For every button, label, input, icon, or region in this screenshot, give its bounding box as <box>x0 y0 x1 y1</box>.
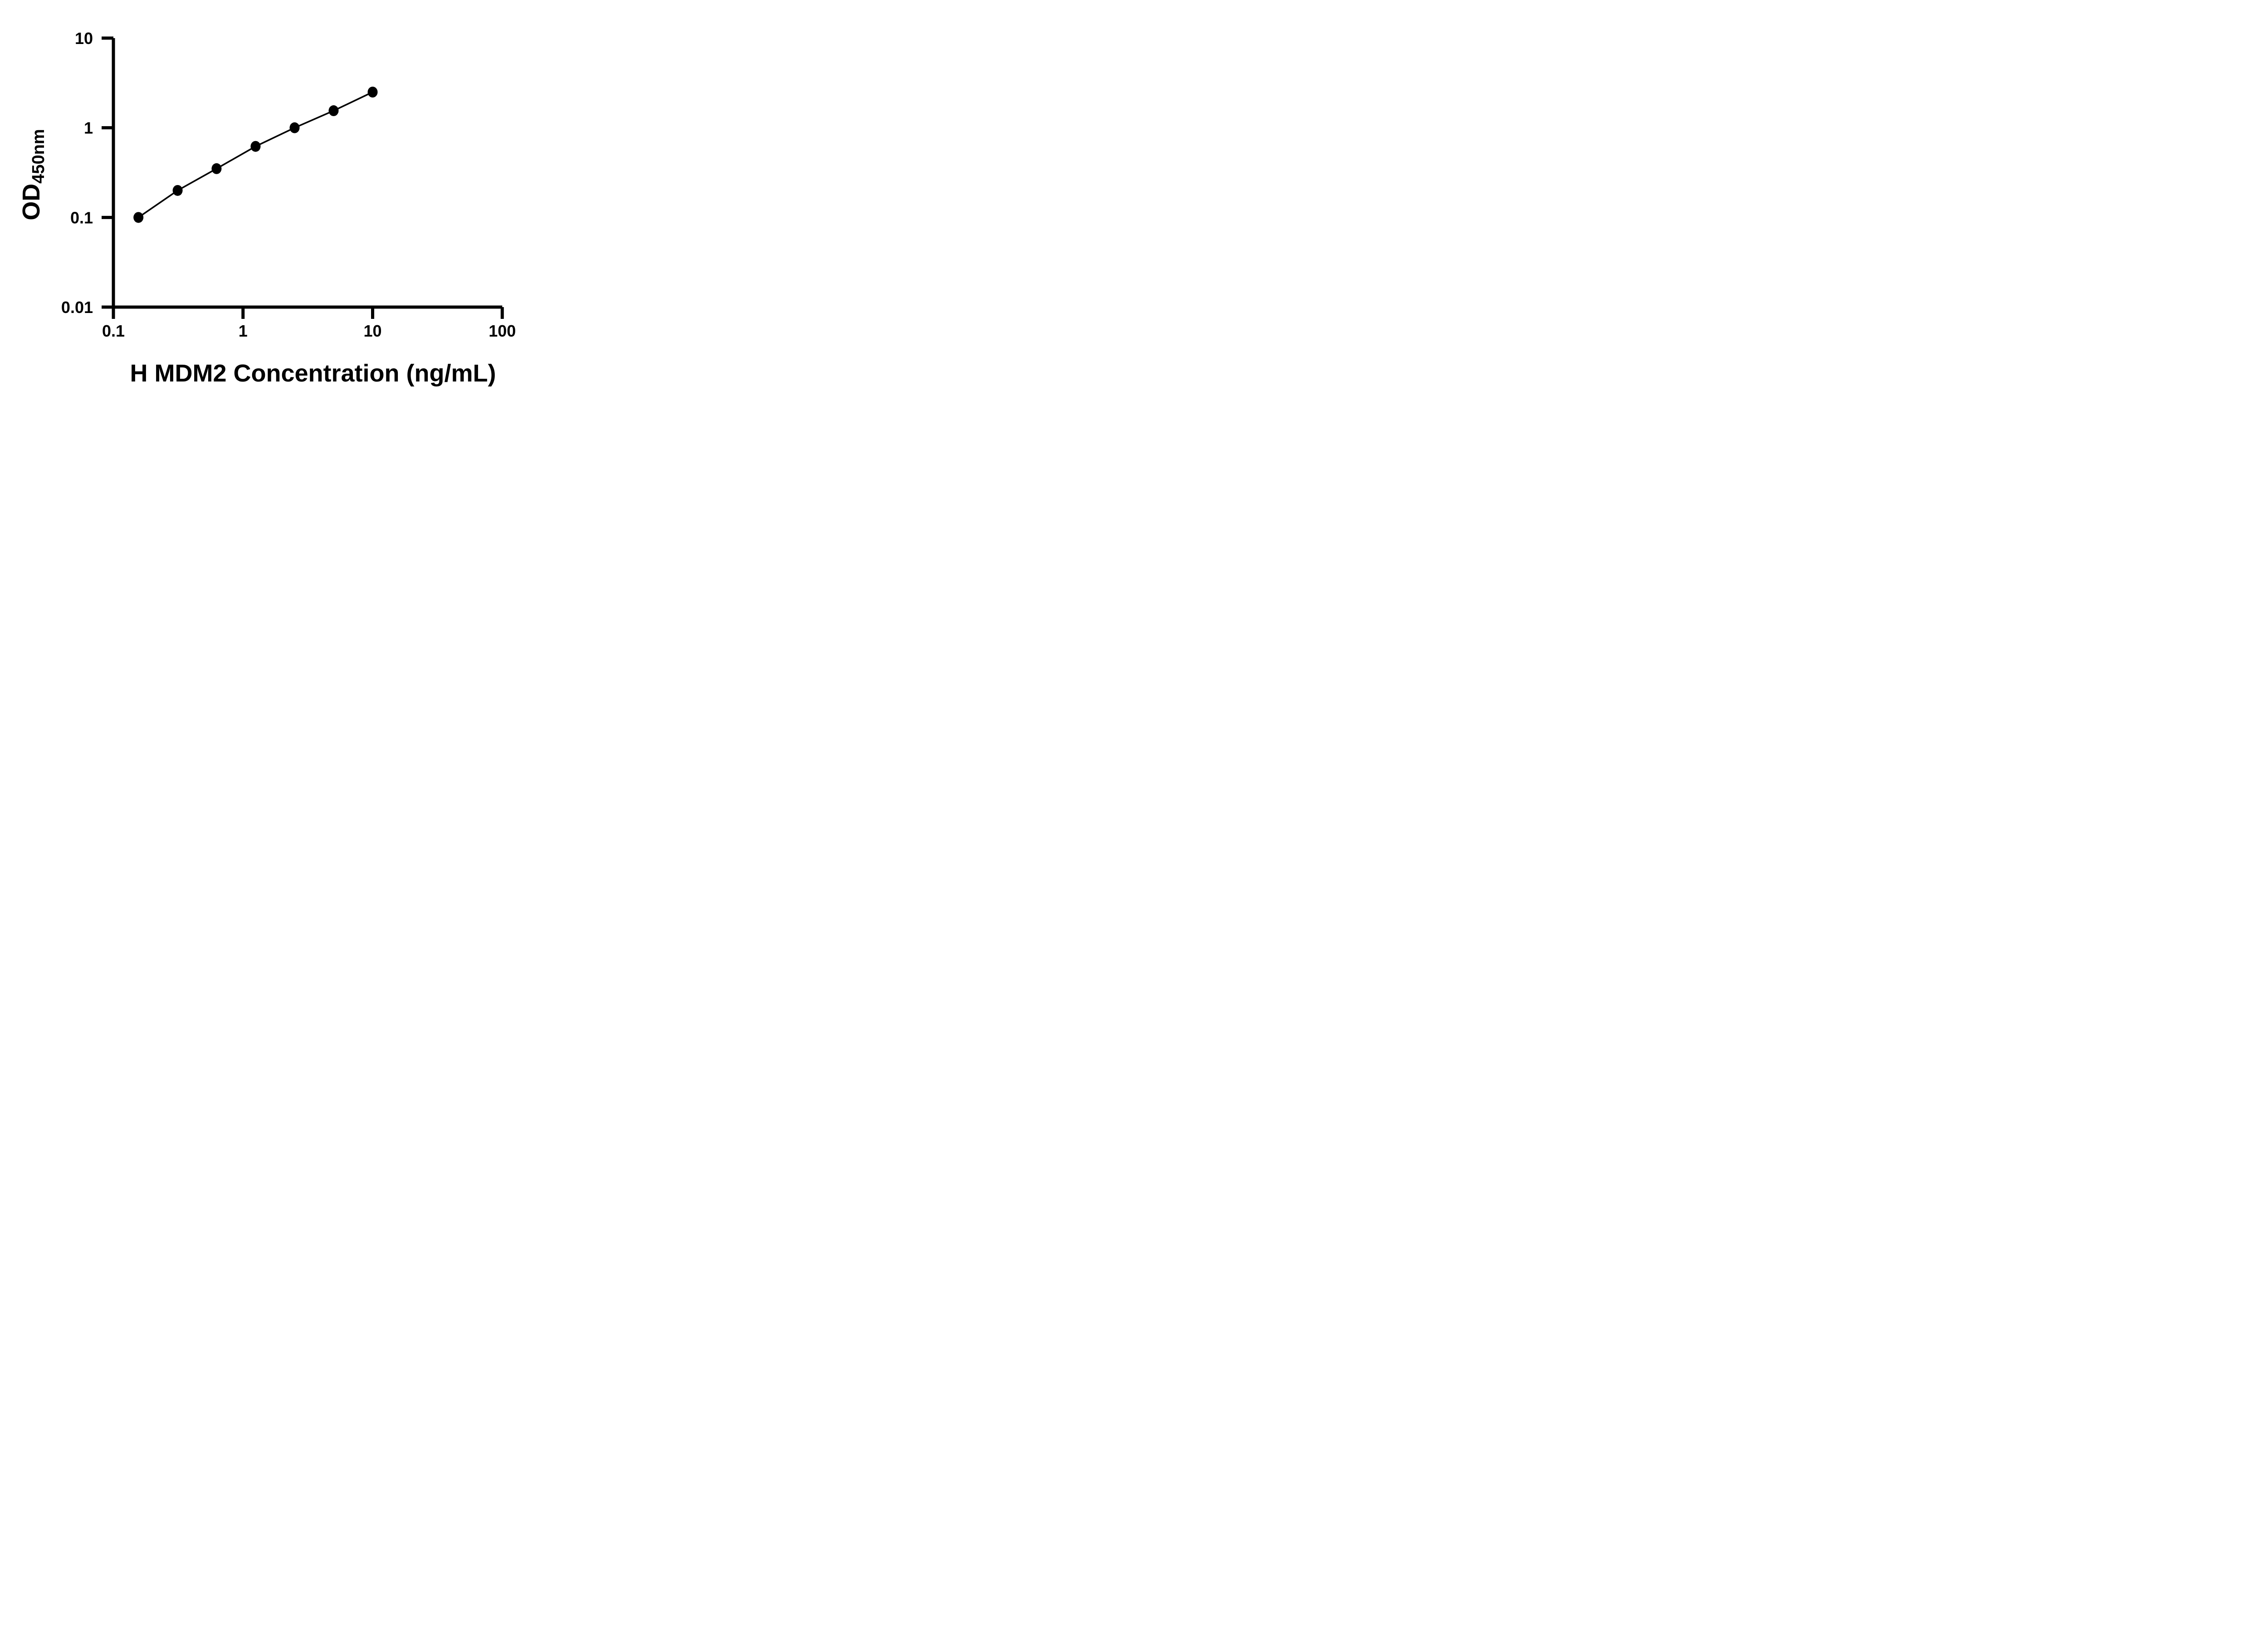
y-tick-label: 1 <box>84 119 93 137</box>
data-point <box>172 185 183 196</box>
chart-plot-area: 0.1 1 10 100 0.01 0.1 1 10 <box>61 29 516 340</box>
data-point <box>211 163 222 174</box>
data-point <box>250 141 261 152</box>
elisa-standard-curve-figure: 0.1 1 10 100 0.01 0.1 1 10 OD450nm H MDM2 Conce… <box>0 0 583 408</box>
x-tick-label: 1 <box>239 322 248 340</box>
y-tick-label: 0.1 <box>70 208 93 227</box>
x-axis-title: H MDM2 Concentration (ng/mL) <box>130 360 496 387</box>
chart-canvas: 0.1 1 10 100 0.01 0.1 1 10 OD450nm H MDM2 Conce… <box>18 29 516 387</box>
y-axis-title: OD450nm <box>18 129 48 220</box>
x-tick-label: 10 <box>363 322 381 340</box>
y-axis-title-subscript: 450nm <box>29 129 48 183</box>
data-point <box>133 212 144 223</box>
y-tick-label: 0.01 <box>61 298 93 317</box>
data-point <box>367 87 378 98</box>
x-tick-label: 0.1 <box>102 322 125 340</box>
y-axis-title-main: OD <box>18 184 45 220</box>
data-point <box>328 105 339 117</box>
x-tick-label: 100 <box>489 322 516 340</box>
data-point <box>289 122 300 133</box>
axes-lines <box>112 38 503 309</box>
y-tick-label: 10 <box>75 29 93 48</box>
